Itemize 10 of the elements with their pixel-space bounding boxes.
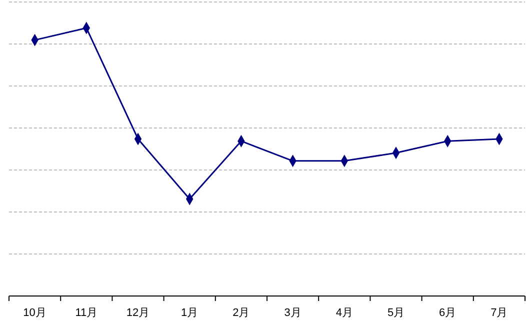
x-tick-label: 6月 xyxy=(439,307,456,319)
x-tick-label: 11月 xyxy=(75,307,98,319)
x-tick-label: 12月 xyxy=(126,307,150,319)
x-tick-label: 2月 xyxy=(232,307,250,319)
x-tick-label: 5月 xyxy=(387,307,405,319)
x-tick-label: 1月 xyxy=(181,307,198,319)
x-tick-label: 10月 xyxy=(23,307,46,319)
x-tick-label: 3月 xyxy=(284,307,302,319)
x-tick-label: 4月 xyxy=(336,307,353,319)
x-tick-label: 7月 xyxy=(490,307,508,319)
